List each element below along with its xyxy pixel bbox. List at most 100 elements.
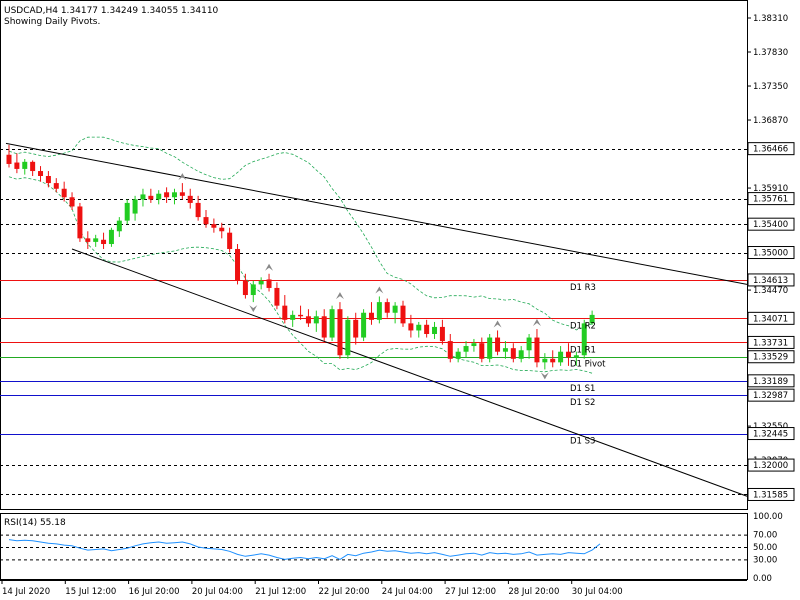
- bear-candle: [164, 192, 170, 198]
- bear-candle: [447, 341, 453, 359]
- chart-subtitle: Showing Daily Pivots.: [4, 17, 100, 27]
- bull-candle: [108, 229, 114, 245]
- fractal-markers: [178, 173, 549, 380]
- fractal-up-marker: [493, 320, 502, 328]
- price-tick-label: 1.32000: [753, 461, 788, 471]
- bear-candle: [400, 305, 406, 324]
- bull-candle: [345, 319, 351, 356]
- bull-candle: [581, 323, 587, 356]
- bull-candle: [471, 343, 477, 347]
- bear-candle: [77, 206, 83, 239]
- time-tick-label: 22 Jul 20:00: [319, 587, 370, 597]
- fractal-down-marker: [540, 372, 549, 380]
- bull-candle: [542, 358, 548, 363]
- bear-candle: [242, 280, 248, 296]
- bull-candle: [313, 316, 319, 324]
- bear-candle: [227, 232, 233, 249]
- price-label-box: [747, 192, 795, 206]
- price-label-box: [747, 487, 795, 501]
- price-label-box: [747, 427, 795, 441]
- bear-candle: [550, 358, 556, 363]
- fractal-up-marker: [265, 263, 274, 271]
- bear-candle: [565, 351, 571, 358]
- rsi-pane-frame: [0, 513, 748, 580]
- price-tick-label: 1.32445: [753, 430, 788, 440]
- bear-candle: [298, 314, 304, 317]
- price-label-box: [747, 374, 795, 388]
- price-tick-label: 1.34071: [753, 314, 788, 324]
- bull-candle: [258, 280, 264, 285]
- bull-candle: [329, 309, 335, 338]
- price-tick-label: 1.32987: [753, 391, 788, 401]
- pivot-label: D1 S2: [570, 398, 595, 408]
- rsi-tick-label: 50.00: [753, 543, 777, 553]
- bull-candle: [392, 305, 398, 313]
- time-tick-label: 16 Jul 20:00: [129, 587, 180, 597]
- bull-candle: [250, 284, 256, 296]
- bull-candle: [502, 348, 508, 352]
- bull-candle: [432, 326, 438, 334]
- chart-symbol-header: USDCAD,H4 1.34177 1.34249 1.34055 1.3411…: [4, 6, 219, 16]
- price-tick-label: 1.35910: [753, 184, 788, 194]
- lower-trendline: [71, 248, 748, 497]
- bear-candle: [187, 195, 193, 203]
- bull-candle: [22, 161, 28, 169]
- bear-candle: [534, 337, 540, 363]
- bear-candle: [148, 195, 154, 200]
- bear-candle: [337, 309, 343, 356]
- bear-candle: [368, 312, 374, 320]
- time-axis: 14 Jul 2020 15 Jul 12:00 16 Jul 20:00 20 Ju…: [0, 580, 747, 597]
- bear-candle: [305, 316, 311, 324]
- price-tick-label: 1.34613: [753, 276, 788, 286]
- upper-trendline: [5, 142, 748, 285]
- time-tick-label: 24 Jul 04:00: [382, 587, 433, 597]
- bear-candle: [45, 176, 51, 184]
- price-tick-label: 1.35761: [753, 195, 788, 205]
- bear-candle: [424, 324, 430, 334]
- bear-candle: [179, 192, 185, 196]
- time-tick-label: 21 Jul 12:00: [255, 587, 306, 597]
- bull-candle: [93, 238, 99, 242]
- bear-candle: [101, 239, 107, 245]
- price-tick-label: 1.34470: [753, 286, 788, 296]
- bear-candle: [38, 171, 44, 177]
- pivot-labels: D1 R3 D1 R2 D1 R1 D1 Pivot D1 S1 D1 S2 D1 S3: [570, 283, 606, 447]
- time-tick-label: 20 Jul 04:00: [192, 587, 243, 597]
- price-label-box: [747, 388, 795, 402]
- fractal-down-marker: [249, 305, 258, 313]
- bear-candle: [85, 238, 91, 242]
- price-tick-label: 1.33731: [753, 338, 788, 348]
- price-label-box: [747, 246, 795, 260]
- bear-candle: [282, 305, 288, 320]
- bull-candle: [416, 324, 422, 331]
- bull-candle: [455, 351, 461, 359]
- bear-candle: [195, 202, 201, 218]
- time-tick-label: 28 Jul 20:00: [508, 587, 559, 597]
- price-tick-label: 1.36466: [753, 145, 788, 155]
- upper-band: [8, 136, 593, 331]
- price-tick-label: 1.35000: [753, 249, 788, 259]
- bear-candle: [30, 161, 36, 172]
- price-tick-label: 1.31585: [753, 490, 788, 500]
- rsi-title: RSI(14) 55.18: [4, 518, 66, 528]
- bull-candle: [140, 194, 146, 200]
- bull-candle: [156, 193, 162, 200]
- price-label-box: [747, 311, 795, 325]
- bear-candle: [203, 217, 209, 225]
- pivot-label: D1 R1: [570, 345, 596, 355]
- trendlines: [5, 142, 748, 497]
- time-tick-label: 15 Jul 12:00: [65, 587, 116, 597]
- rsi-tick-label: 70.00: [753, 531, 777, 541]
- bull-candle: [290, 314, 296, 320]
- pivot-label: D1 R3: [570, 283, 596, 293]
- price-label-box: [747, 458, 795, 472]
- bear-candle: [219, 227, 225, 232]
- price-label-box: [747, 350, 795, 364]
- rsi-tick-label: 100.00: [753, 512, 783, 522]
- price-label-box: [747, 273, 795, 287]
- time-tick-label: 27 Jul 12:00: [445, 587, 496, 597]
- fractal-up-marker: [335, 292, 344, 300]
- fractal-up-marker: [532, 319, 541, 327]
- price-tick-label: 1.37350: [753, 82, 788, 92]
